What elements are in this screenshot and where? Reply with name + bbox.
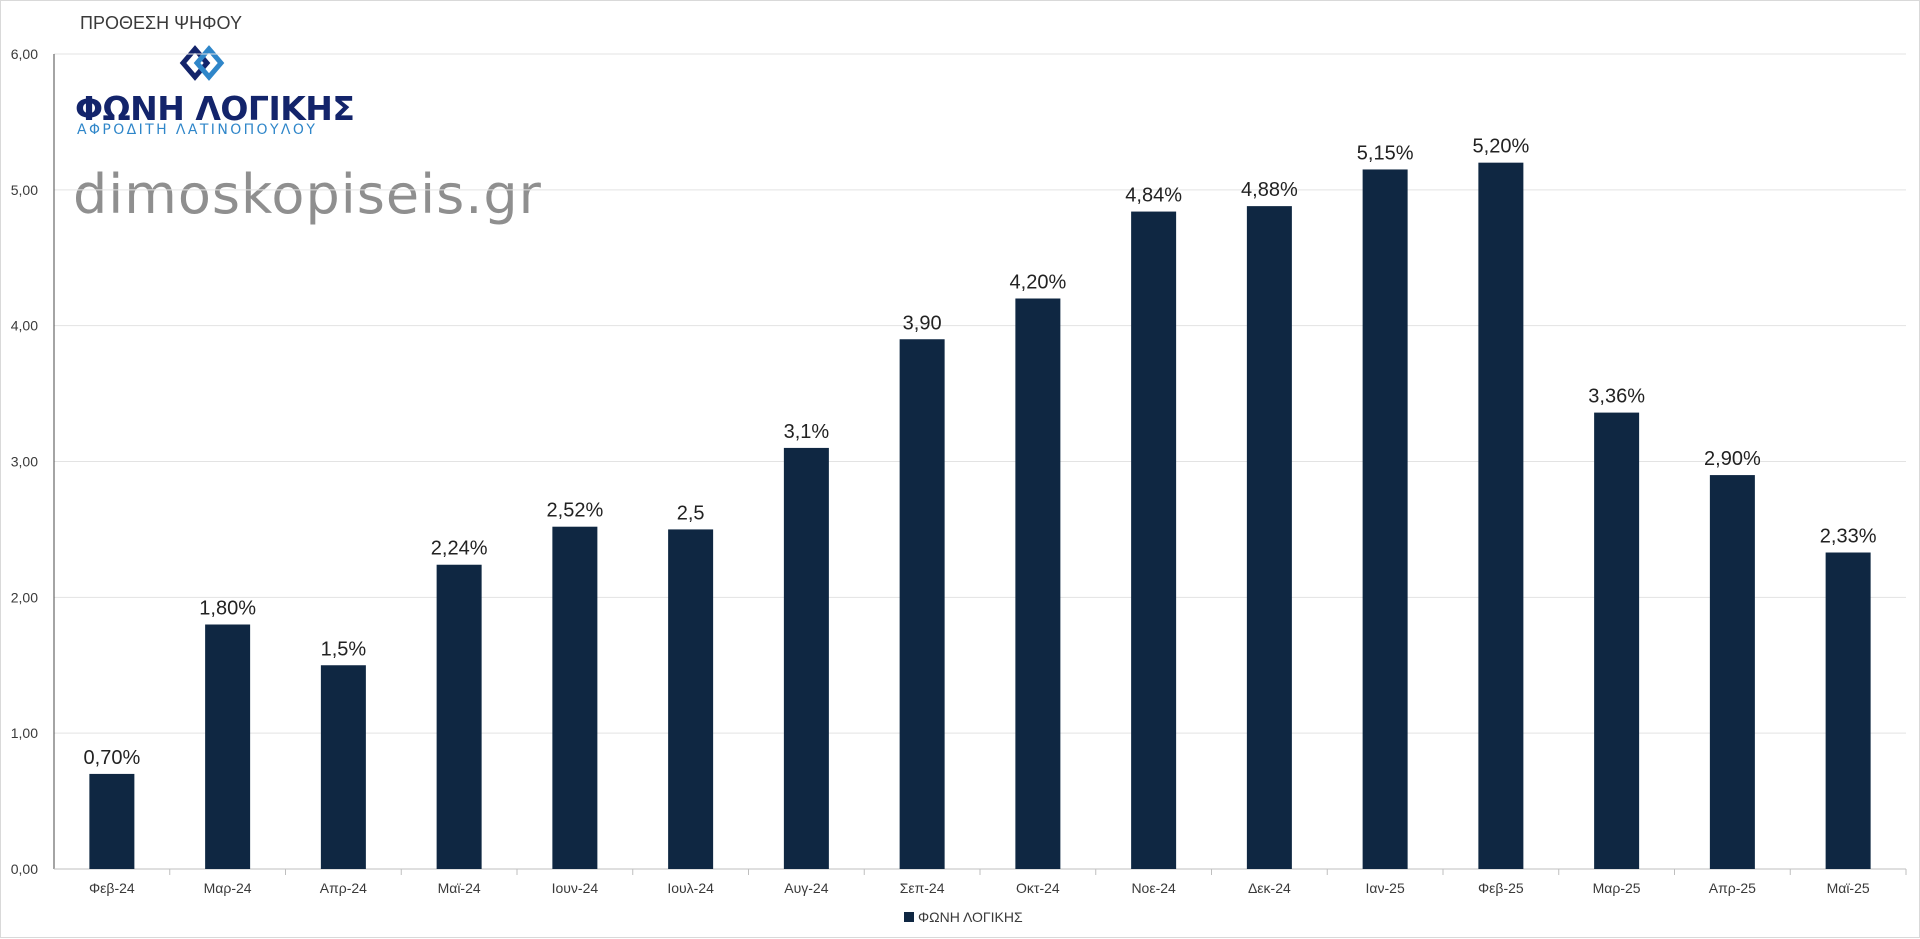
data-label: 2,90% (1704, 448, 1761, 470)
data-label: 4,20% (1010, 272, 1067, 294)
x-tick-label: Φεβ-24 (89, 880, 135, 896)
bar (899, 339, 945, 869)
x-tick-label: Δεκ-24 (1248, 880, 1291, 896)
x-tick-label: Μαϊ-24 (438, 880, 481, 896)
bar (89, 773, 135, 869)
x-tick-label: Ιουν-24 (552, 880, 599, 896)
x-tick-label: Ιαν-25 (1366, 880, 1405, 896)
x-tick-label: Μαϊ-25 (1827, 880, 1870, 896)
data-label: 2,24% (431, 538, 488, 560)
logo-name: ΦΩΝΗ ΛΟΓΙΚΗΣ (75, 89, 355, 128)
bar (1594, 412, 1640, 869)
legend-swatch (904, 912, 914, 922)
data-label: 1,5% (321, 638, 367, 660)
watermark: dimoskopiseis.gr (73, 163, 542, 226)
x-tick-label: Αυγ-24 (784, 880, 828, 896)
data-label: 2,33% (1820, 526, 1877, 548)
data-label: 4,84% (1125, 185, 1182, 207)
data-label: 3,36% (1588, 386, 1645, 408)
x-tick-label: Απρ-25 (1709, 880, 1756, 896)
data-label: 2,52% (547, 500, 604, 522)
data-label: 3,90 (903, 312, 942, 334)
bar (1362, 169, 1408, 870)
y-tick-label: 0,00 (11, 861, 38, 877)
y-tick-label: 5,00 (11, 182, 38, 198)
data-label: 0,70% (84, 747, 141, 769)
data-label: 5,15% (1357, 142, 1414, 164)
data-label: 2,5 (677, 502, 705, 524)
bar (1478, 162, 1524, 869)
data-label: 3,1% (784, 421, 830, 443)
y-tick-label: 6,00 (11, 46, 38, 62)
bar (552, 526, 598, 869)
bar (1131, 211, 1177, 870)
data-label: 1,80% (199, 598, 256, 620)
data-label: 5,20% (1473, 136, 1530, 158)
logo-subtitle: ΑΦΡΟΔΙΤΗ ΛΑΤΙΝΟΠΟΥΛΟΥ (77, 122, 318, 138)
bar (1015, 298, 1061, 869)
x-tick-label: Φεβ-25 (1478, 880, 1524, 896)
x-tick-label: Σεπ-24 (900, 880, 945, 896)
y-tick-label: 2,00 (11, 589, 38, 605)
bar (783, 447, 829, 869)
bar (320, 665, 366, 869)
x-tick-label: Απρ-24 (320, 880, 367, 896)
y-tick-label: 3,00 (11, 454, 38, 470)
bar (1246, 206, 1292, 870)
bar (436, 564, 482, 869)
x-tick-label: Ιουλ-24 (667, 880, 714, 896)
y-tick-label: 1,00 (11, 725, 38, 741)
bar (1825, 552, 1871, 869)
data-label: 4,88% (1241, 179, 1298, 201)
x-tick-label: Οκτ-24 (1016, 880, 1060, 896)
legend-label: ΦΩΝΗ ΛΟΓΙΚΗΣ (918, 909, 1023, 925)
x-tick-label: Μαρ-25 (1593, 880, 1641, 896)
bar (205, 624, 251, 869)
x-tick-label: Νοε-24 (1131, 880, 1176, 896)
x-tick-label: Μαρ-24 (204, 880, 252, 896)
chart-title: ΠΡΟΘΕΣΗ ΨΗΦΟΥ (80, 13, 242, 33)
bar (1709, 475, 1755, 869)
bar (668, 529, 714, 869)
y-tick-label: 4,00 (11, 318, 38, 334)
